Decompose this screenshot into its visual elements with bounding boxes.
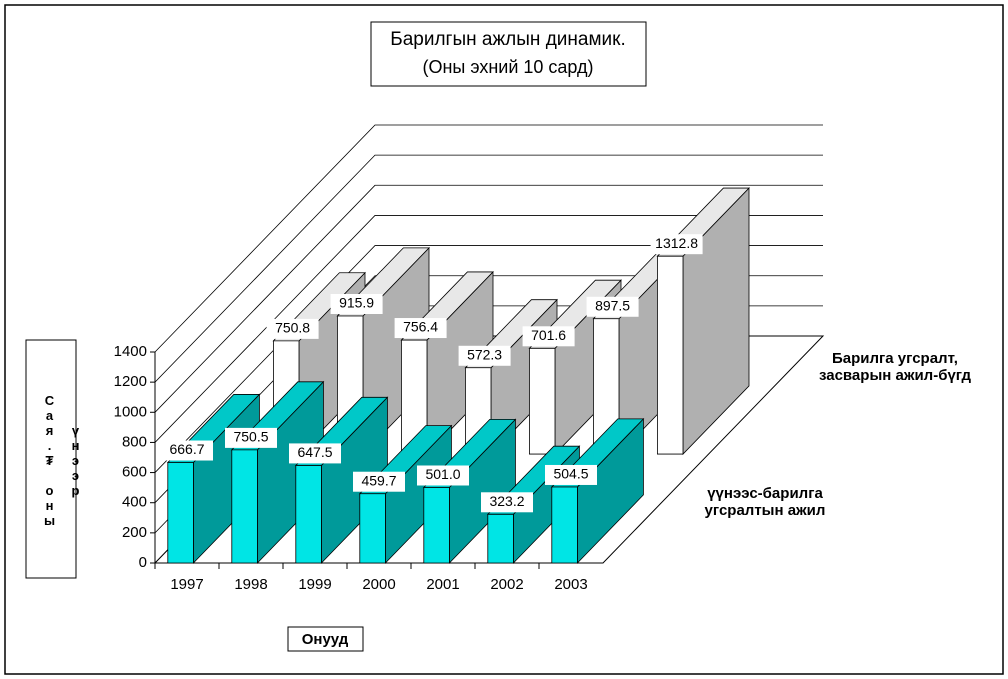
y-label-box xyxy=(25,339,77,579)
bar-front xyxy=(487,513,514,564)
value-label: 647.5 xyxy=(297,444,332,460)
value-label: 1312.8 xyxy=(655,235,698,251)
value-label-box xyxy=(266,318,319,339)
bar-front xyxy=(657,255,684,455)
value-label-box xyxy=(586,296,639,317)
x-axis-label: Онууд xyxy=(302,631,349,648)
value-label: 504.5 xyxy=(553,466,588,482)
bar-front xyxy=(359,493,386,564)
bar-front xyxy=(295,465,322,564)
value-label: 915.9 xyxy=(339,295,374,311)
chart-title: Барилгын ажлын динамик. xyxy=(390,29,625,50)
value-label: 459.7 xyxy=(361,472,396,488)
value-label: 756.4 xyxy=(403,319,438,335)
grid-line xyxy=(154,124,823,353)
value-label-box xyxy=(481,492,533,513)
title-box xyxy=(370,21,647,87)
y-tick-label: 400 xyxy=(122,494,147,511)
x-tick-label: 2001 xyxy=(426,576,459,593)
y-tick-label: 1200 xyxy=(114,373,147,390)
value-label-box xyxy=(353,471,405,492)
bar-front xyxy=(551,486,578,564)
grid-line xyxy=(154,215,823,443)
legend-entry: үүнээс-барилга угсралтын ажил xyxy=(704,485,826,519)
value-label-box xyxy=(417,465,469,486)
value-label-box xyxy=(458,345,511,366)
grid-line xyxy=(154,154,823,383)
value-label-box xyxy=(330,294,383,315)
y-tick-label: 1000 xyxy=(114,403,147,420)
y-tick-label: 200 xyxy=(122,524,147,541)
value-label-box xyxy=(161,440,213,461)
bar xyxy=(656,187,750,456)
x-label-box xyxy=(287,626,364,652)
value-label: 750.8 xyxy=(275,320,310,336)
legend-entry: Барилга угсралт, засварын ажил-бүгд xyxy=(818,350,972,384)
value-label: 572.3 xyxy=(467,346,502,362)
value-label: 897.5 xyxy=(595,297,630,313)
y-tick-label: 0 xyxy=(139,554,147,571)
y-tick-label: 1400 xyxy=(114,343,147,360)
x-tick-label: 2003 xyxy=(554,576,587,593)
x-tick-label: 1998 xyxy=(234,576,267,593)
bar-front xyxy=(529,347,556,455)
bar-front xyxy=(231,449,258,564)
value-label-box xyxy=(225,427,277,448)
value-label: 501.0 xyxy=(425,466,460,482)
x-tick-label: 1997 xyxy=(170,576,203,593)
value-label-box xyxy=(650,234,703,255)
chart-subtitle: (Оны эхний 10 сард) xyxy=(422,57,593,77)
value-label-box xyxy=(522,326,575,347)
x-tick-label: 1999 xyxy=(298,576,331,593)
value-label-box xyxy=(394,318,447,339)
y-tick-label: 600 xyxy=(122,464,147,481)
value-label: 323.2 xyxy=(489,493,524,509)
value-label-box xyxy=(545,464,597,485)
y-tick-label: 800 xyxy=(122,433,147,450)
bar-front xyxy=(423,487,450,564)
value-label-box xyxy=(289,443,341,464)
y-axis-label: Сая.₮ оны үнээр xyxy=(42,392,83,528)
value-label: 666.7 xyxy=(169,441,204,457)
x-tick-label: 2000 xyxy=(362,576,395,593)
value-label: 701.6 xyxy=(531,327,566,343)
grid-line xyxy=(154,184,823,413)
bar-front xyxy=(167,462,194,564)
x-tick-label: 2002 xyxy=(490,576,523,593)
value-label: 750.5 xyxy=(233,429,268,445)
